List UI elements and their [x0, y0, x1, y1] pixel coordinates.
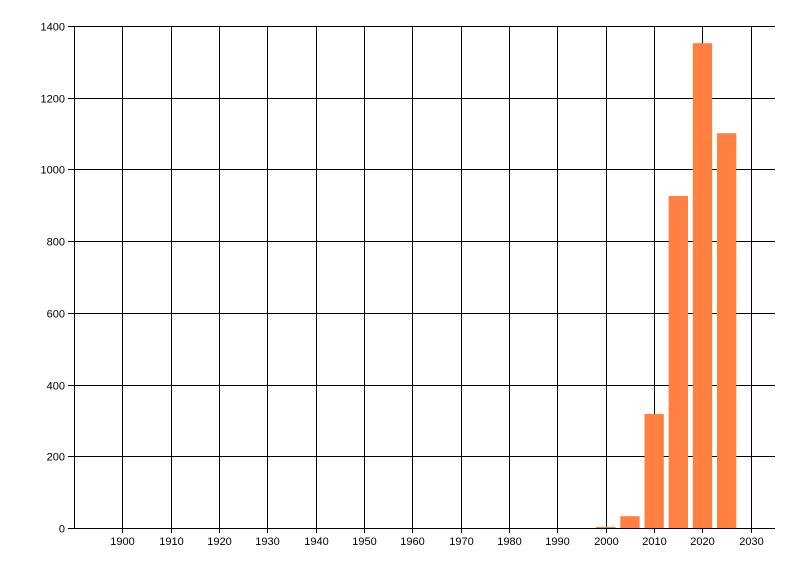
x-tick-label: 1990 — [545, 536, 569, 548]
bar-2010 — [644, 413, 664, 528]
x-tick-label: 1920 — [207, 536, 231, 548]
y-tick-label: 1400 — [41, 22, 65, 34]
bars — [596, 43, 737, 529]
y-tick-label: 200 — [47, 452, 65, 464]
axes — [74, 26, 775, 529]
grid-lines — [68, 26, 775, 533]
y-tick-label: 600 — [47, 309, 65, 321]
x-tick-label: 2000 — [594, 536, 618, 548]
y-tick-label: 1200 — [41, 94, 65, 106]
x-tick-labels: 1900 1910 1920 1930 1940 1950 1960 1970 1980 1990… — [110, 536, 763, 548]
y-tick-label: 1000 — [41, 165, 65, 177]
bar-2025 — [716, 133, 737, 528]
x-tick-label: 2020 — [690, 536, 714, 548]
x-tick-label: 1950 — [352, 536, 376, 548]
x-tick-label: 2030 — [739, 536, 763, 548]
bar-2015 — [668, 195, 688, 528]
x-tick-label: 1960 — [400, 536, 424, 548]
x-tick-label: 1930 — [255, 536, 279, 548]
y-tick-label: 400 — [47, 381, 65, 393]
y-tick-label: 0 — [59, 524, 65, 536]
x-tick-label: 1940 — [304, 536, 328, 548]
x-tick-label: 2010 — [642, 536, 666, 548]
x-tick-label: 1970 — [449, 536, 473, 548]
x-tick-label: 1910 — [159, 536, 183, 548]
x-tick-label: 1980 — [497, 536, 521, 548]
x-tick-label: 1900 — [110, 536, 134, 548]
bar-2000 — [596, 526, 616, 528]
bar-2020 — [692, 43, 713, 529]
y-tick-labels: 0 200 400 600 800 1000 1200 1400 — [41, 22, 65, 536]
bar-2005 — [620, 516, 640, 528]
y-tick-label: 800 — [47, 237, 65, 249]
